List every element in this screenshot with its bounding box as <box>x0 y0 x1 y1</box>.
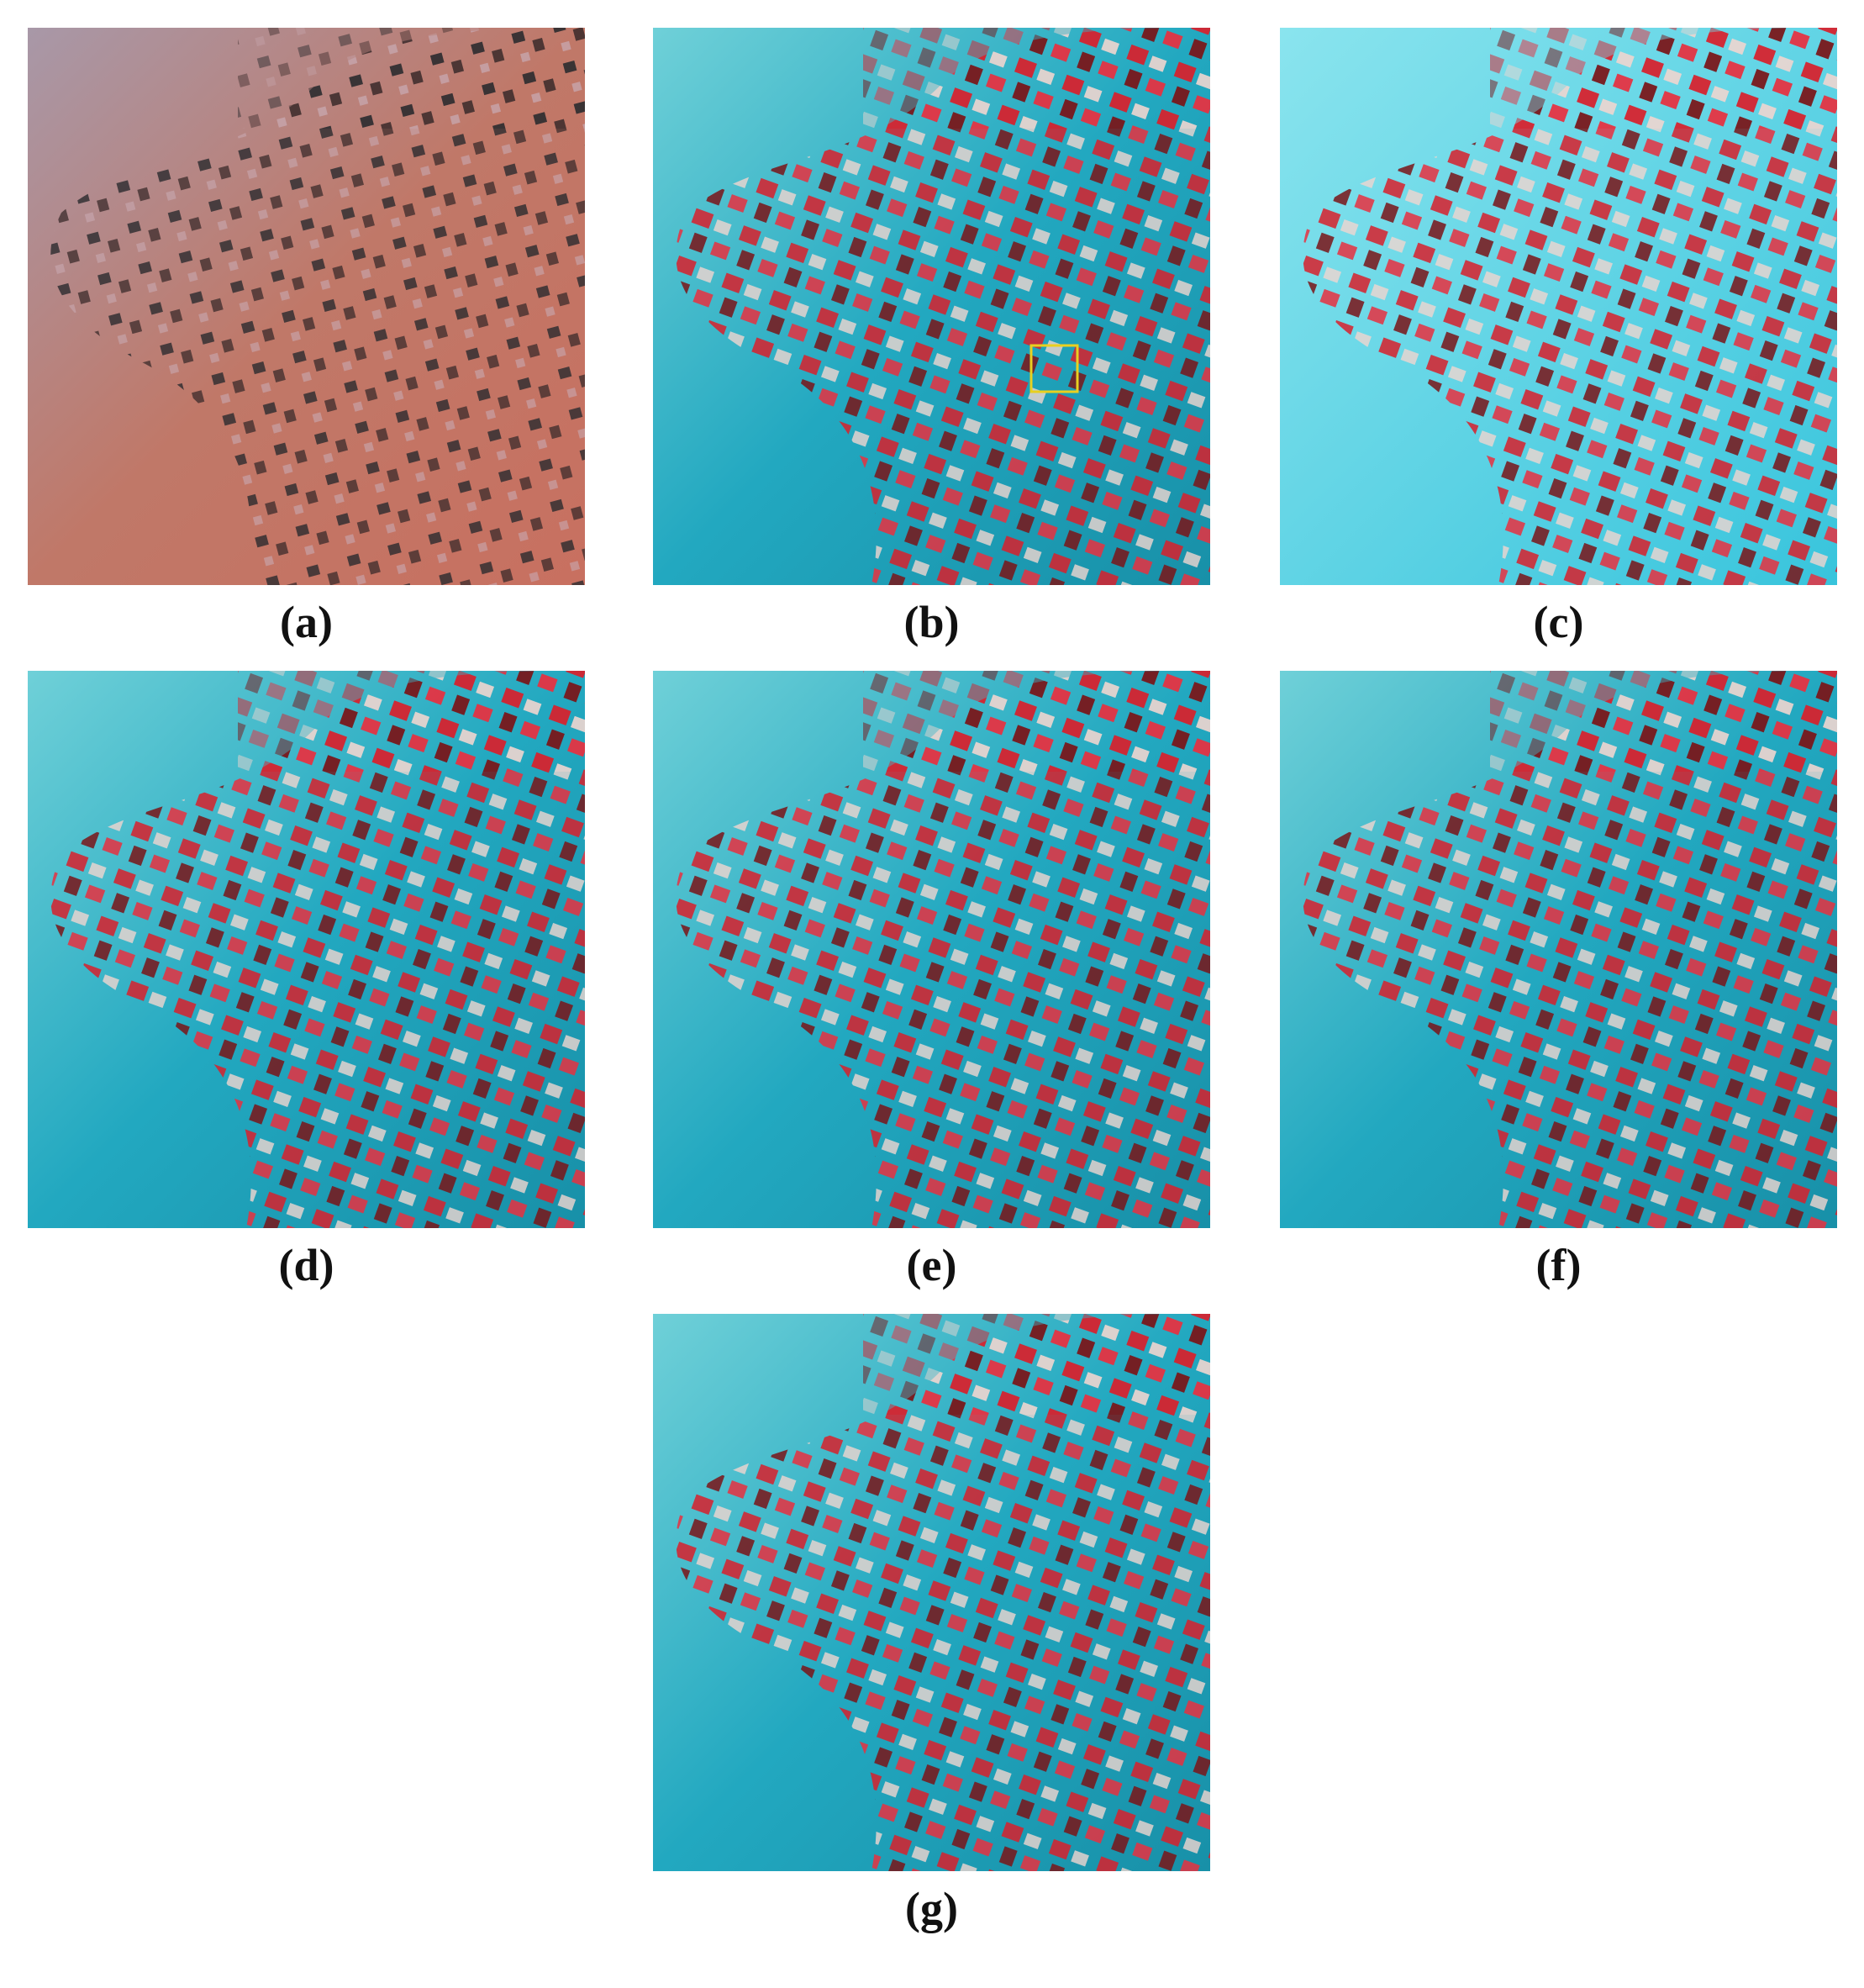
highlight-box <box>1029 344 1079 393</box>
panel-label: (b) <box>904 597 960 647</box>
panel-label: (c) <box>1534 597 1584 647</box>
field-texture-top <box>238 671 585 772</box>
field-texture-top <box>1490 28 1837 129</box>
panel-label: (d) <box>279 1240 334 1290</box>
panel-label: (f) <box>1536 1240 1582 1290</box>
image-panel <box>28 28 585 585</box>
field-texture-top <box>863 671 1210 772</box>
panel-label: (a) <box>280 597 333 647</box>
image-panel <box>1280 28 1837 585</box>
panel-label: (e) <box>907 1240 957 1290</box>
panel-label: (g) <box>905 1883 958 1933</box>
image-panel <box>28 671 585 1228</box>
image-panel <box>653 671 1210 1228</box>
image-panel <box>653 1314 1210 1871</box>
field-texture-top <box>1490 671 1837 772</box>
image-panel <box>1280 671 1837 1228</box>
image-panel <box>653 28 1210 585</box>
field-texture-top <box>863 1314 1210 1415</box>
field-texture-top <box>238 28 585 129</box>
field-texture-top <box>863 28 1210 129</box>
